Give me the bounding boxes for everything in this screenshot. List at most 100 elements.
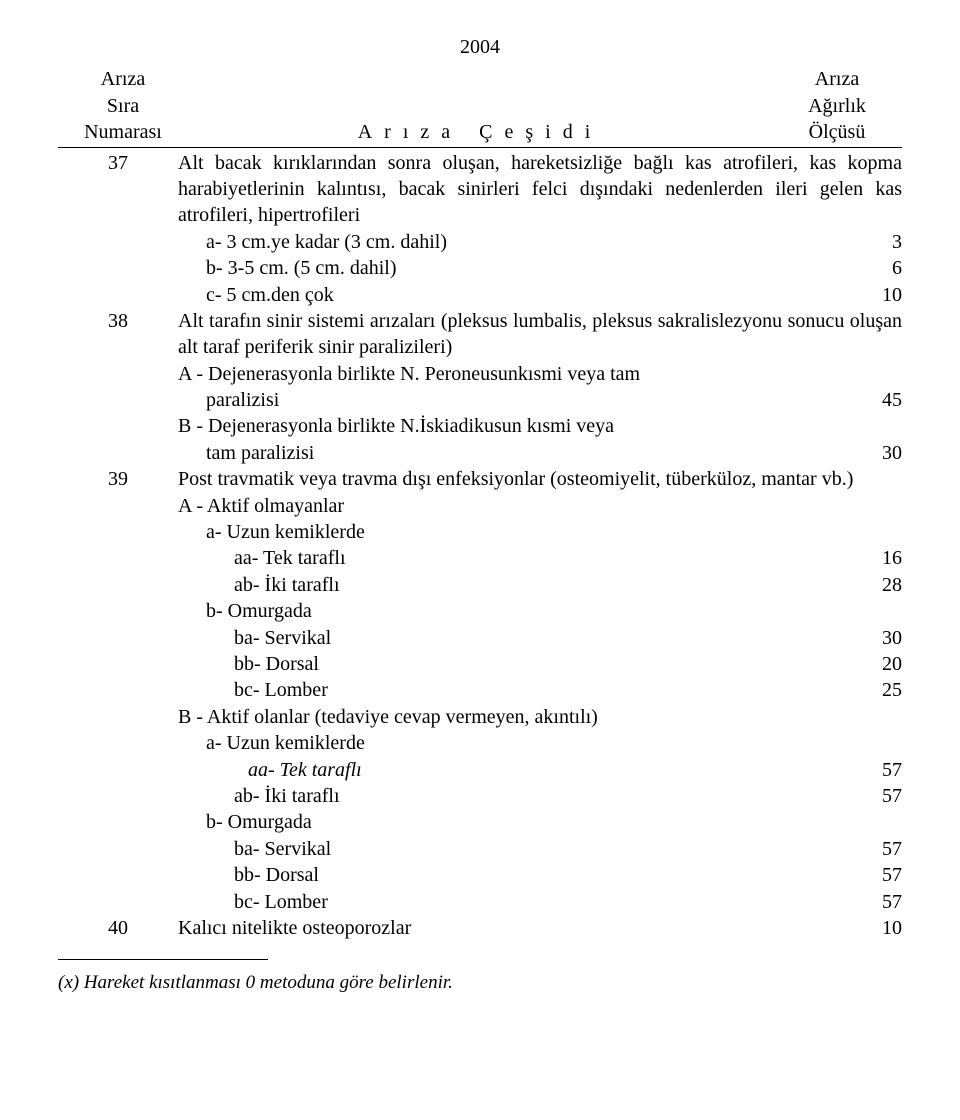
entry-row: 40Kalıcı nitelikte osteoporozlar10 (58, 915, 902, 941)
table-header-row1: Arıza Arıza (58, 66, 902, 92)
entry-line-value: 6 (842, 255, 902, 281)
entry-body: Alt bacak kırıklarından sonra oluşan, ha… (178, 150, 902, 308)
header-right-3: Ölçüsü (772, 119, 902, 145)
entry-body: Kalıcı nitelikte osteoporozlar10 (178, 915, 902, 941)
table-header-row2: Sıra Ağırlık (58, 93, 902, 119)
entry-line: A - Aktif olmayanlar (178, 493, 902, 519)
entry-body: Post travmatik veya travma dışı enfeksiy… (178, 466, 902, 915)
entry-line: c- 5 cm.den çok10 (178, 282, 902, 308)
entry-lead-text: Post travmatik veya travma dışı enfeksiy… (178, 466, 902, 492)
entry-line-value (842, 413, 902, 439)
entry-line-text: a- 3 cm.ye kadar (3 cm. dahil) (178, 229, 842, 255)
entry-line: ba- Servikal57 (178, 836, 902, 862)
entry-line: bc- Lomber57 (178, 889, 902, 915)
entry-line-value (842, 598, 902, 624)
entry-number: 40 (58, 915, 178, 941)
entry-line-value: 10 (842, 915, 902, 941)
entry-line: B - Aktif olanlar (tedaviye cevap vermey… (178, 704, 902, 730)
entry-number: 38 (58, 308, 178, 334)
entry-line-value: 45 (842, 387, 902, 413)
entry-line: paralizisi45 (178, 387, 902, 413)
entry-line: B - Dejenerasyonla birlikte N.İskiadikus… (178, 413, 902, 439)
entry-line: b- Omurgada (178, 809, 902, 835)
footnote-text: (x) Hareket kısıtlanması 0 metoduna göre… (58, 970, 902, 995)
entry-line: ab- İki taraflı57 (178, 783, 902, 809)
entry-line-value: 10 (842, 282, 902, 308)
entry-line-value: 28 (842, 572, 902, 598)
entry-line: ab- İki taraflı28 (178, 572, 902, 598)
entry-line-text: A - Dejenerasyonla birlikte N. Peroneusu… (178, 361, 842, 387)
entry-line-value: 30 (842, 625, 902, 651)
document-year: 2004 (58, 34, 902, 60)
entry-line-text: B - Dejenerasyonla birlikte N.İskiadikus… (178, 413, 842, 439)
entry-line-text: ba- Servikal (178, 625, 842, 651)
entry-line: aa- Tek taraflı16 (178, 545, 902, 571)
entry-line-text: paralizisi (178, 387, 842, 413)
entry-line-value (842, 809, 902, 835)
entry-line-value (842, 519, 902, 545)
entry-line-value: 57 (842, 757, 902, 783)
header-right-2: Ağırlık (772, 93, 902, 119)
entry-line-value: 57 (842, 836, 902, 862)
entry-line: aa- Tek taraflı57 (178, 757, 902, 783)
header-left-2: Sıra (58, 93, 188, 119)
entry-line-text: ba- Servikal (178, 836, 842, 862)
entry-number: 37 (58, 150, 178, 176)
entry-row: 38Alt tarafın sinir sistemi arızaları (p… (58, 308, 902, 466)
entry-line-value: 30 (842, 440, 902, 466)
entry-line: b- Omurgada (178, 598, 902, 624)
header-left-3: Numarası (58, 119, 188, 145)
entry-line-text: aa- Tek taraflı (178, 545, 842, 571)
entry-line-value (842, 361, 902, 387)
entry-line-text: a- Uzun kemiklerde (178, 519, 842, 545)
entry-line-text: tam paralizisi (178, 440, 842, 466)
entry-line: ba- Servikal30 (178, 625, 902, 651)
entry-line-value: 57 (842, 889, 902, 915)
entry-line-value (842, 704, 902, 730)
header-right-1: Arıza (772, 66, 902, 92)
entry-line-text: b- Omurgada (178, 598, 842, 624)
entry-line-value: 16 (842, 545, 902, 571)
entry-line: a- Uzun kemiklerde (178, 730, 902, 756)
entry-body: Alt tarafın sinir sistemi arızaları (ple… (178, 308, 902, 466)
entries-container: 37Alt bacak kırıklarından sonra oluşan, … (58, 150, 902, 942)
entry-line-text: bc- Lomber (178, 889, 842, 915)
footnote-rule (58, 959, 268, 960)
entry-line-value: 20 (842, 651, 902, 677)
entry-line-value: 57 (842, 862, 902, 888)
header-left-1: Arıza (58, 66, 188, 92)
entry-line: tam paralizisi30 (178, 440, 902, 466)
entry-line: Kalıcı nitelikte osteoporozlar10 (178, 915, 902, 941)
entry-line-value (842, 730, 902, 756)
entry-line: bb- Dorsal57 (178, 862, 902, 888)
entry-line-text: B - Aktif olanlar (tedaviye cevap vermey… (178, 704, 842, 730)
header-mid-3: Arıza Çeşidi (188, 119, 772, 145)
entry-line: a- Uzun kemiklerde (178, 519, 902, 545)
entry-line-text: bb- Dorsal (178, 651, 842, 677)
entry-line: b- 3-5 cm. (5 cm. dahil)6 (178, 255, 902, 281)
entry-line: bb- Dorsal20 (178, 651, 902, 677)
entry-lead-text: Alt tarafın sinir sistemi arızaları (ple… (178, 308, 902, 361)
entry-line-text: b- Omurgada (178, 809, 842, 835)
entry-line: a- 3 cm.ye kadar (3 cm. dahil)3 (178, 229, 902, 255)
entry-line-value: 57 (842, 783, 902, 809)
entry-line-text: ab- İki taraflı (178, 572, 842, 598)
entry-row: 37Alt bacak kırıklarından sonra oluşan, … (58, 150, 902, 308)
entry-line-text: A - Aktif olmayanlar (178, 493, 842, 519)
document-page: 2004 Arıza Arıza Sıra Ağırlık Numarası A… (0, 0, 960, 1120)
entry-row: 39Post travmatik veya travma dışı enfeks… (58, 466, 902, 915)
entry-line-text: c- 5 cm.den çok (178, 282, 842, 308)
entry-line-text: bc- Lomber (178, 677, 842, 703)
entry-line-text: b- 3-5 cm. (5 cm. dahil) (178, 255, 842, 281)
entry-line: A - Dejenerasyonla birlikte N. Peroneusu… (178, 361, 902, 387)
entry-line: bc- Lomber25 (178, 677, 902, 703)
entry-line-value (842, 493, 902, 519)
entry-line-value: 3 (842, 229, 902, 255)
entry-number: 39 (58, 466, 178, 492)
entry-line-value: 25 (842, 677, 902, 703)
entry-lead-text: Alt bacak kırıklarından sonra oluşan, ha… (178, 150, 902, 229)
table-header-row3: Numarası Arıza Çeşidi Ölçüsü (58, 119, 902, 147)
entry-line-text: aa- Tek taraflı (178, 757, 842, 783)
entry-line-text: bb- Dorsal (178, 862, 842, 888)
entry-line-text: ab- İki taraflı (178, 783, 842, 809)
